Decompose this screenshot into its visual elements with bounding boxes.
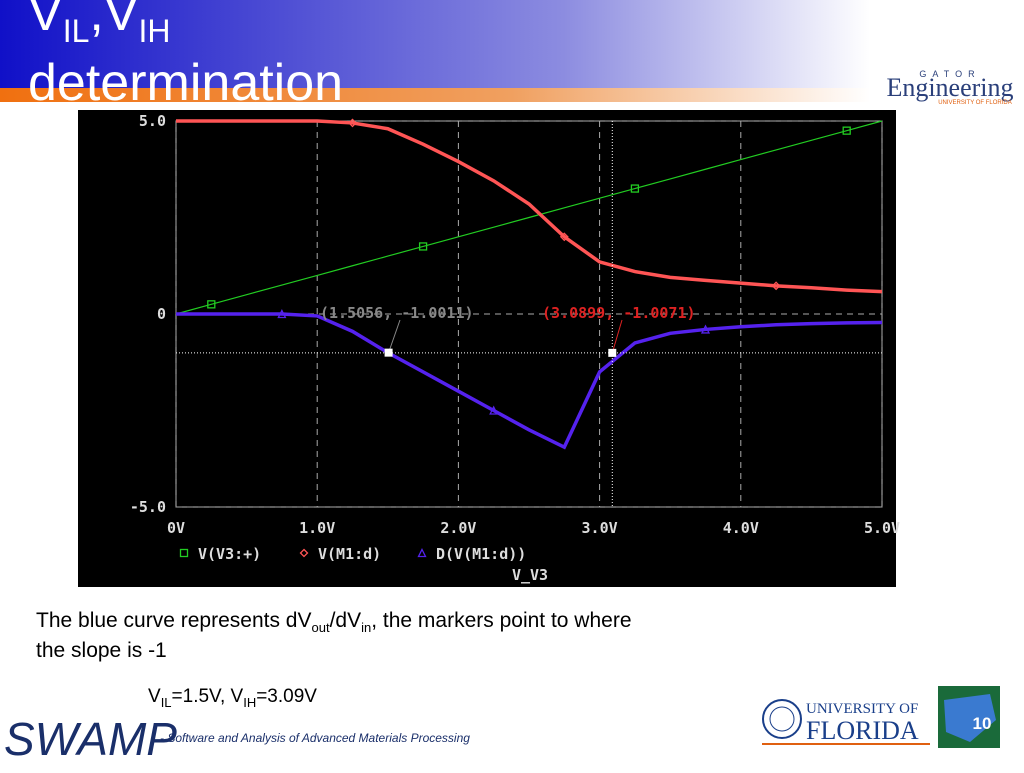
x-tick-label: 4.0V — [723, 519, 759, 537]
annotation-label: (3.0899, -1.0071) — [542, 304, 696, 322]
text-part: /dV — [330, 609, 362, 632]
y-tick-label: 0 — [157, 305, 166, 323]
y-tick-label: -5.0 — [130, 498, 166, 516]
text-part: V — [148, 686, 161, 707]
chart-background — [78, 110, 896, 587]
point-marker — [417, 548, 427, 558]
x-tick-label: 3.0V — [582, 519, 618, 537]
annotation-label: (1.5056, -1.0011) — [320, 304, 474, 322]
series-line — [176, 119, 883, 294]
logo-sub: UNIVERSITY OF FLORIDA — [938, 100, 1012, 106]
legend-label: V(M1:d) — [318, 545, 381, 563]
swamp-subtitle: - Software and Analysis of Advanced Mate… — [160, 731, 470, 745]
point-marker — [559, 232, 569, 242]
legend-label: D(V(M1:d)) — [436, 545, 526, 563]
point-marker — [299, 548, 309, 558]
header-stripe — [0, 88, 1024, 102]
point-marker — [771, 281, 781, 291]
title-part: V — [104, 0, 139, 42]
header-band — [0, 0, 1024, 88]
x-tick-label: 0V — [167, 519, 185, 537]
logo-main: Engineering — [886, 73, 1013, 102]
x-tick-label: 5.0V — [864, 519, 900, 537]
x-axis-label: V_V3 — [512, 566, 548, 584]
series-line — [176, 312, 883, 450]
annotation-point — [384, 348, 393, 357]
page-number: 10 — [973, 714, 992, 733]
result-text: VIL=1.5V, VIH=3.09V — [148, 686, 317, 710]
annotation-pointer — [388, 319, 401, 353]
text-part: , the markers point to where — [371, 609, 631, 632]
point-marker — [842, 126, 851, 135]
x-tick-label: 2.0V — [440, 519, 476, 537]
body-text: the slope is -1 — [36, 639, 167, 662]
slide-title: VIL,VIH — [28, 0, 171, 49]
uf-top: UNIVERSITY OF — [806, 701, 918, 717]
text-sub: out — [311, 620, 329, 635]
body-text: The blue curve represents dVout/dVin, th… — [36, 609, 632, 635]
title-part: V — [28, 0, 63, 42]
text-part: =1.5V, V — [172, 686, 244, 707]
legend-label: V(V3:+) — [198, 545, 261, 563]
point-marker — [179, 548, 189, 558]
point-marker — [418, 242, 428, 251]
text-sub: in — [361, 620, 371, 635]
x-tick-label: 1.0V — [299, 519, 335, 537]
y-tick-label: 5.0 — [139, 112, 166, 130]
title-part: , — [89, 0, 103, 42]
text-part: The blue curve represents dV — [36, 609, 311, 632]
text-sub: IL — [161, 695, 172, 710]
text-part: =3.09V — [256, 686, 317, 707]
annotation-pointer — [611, 319, 623, 354]
text-sub: IH — [243, 695, 256, 710]
badge-art — [944, 694, 996, 742]
uf-seal — [762, 699, 802, 739]
slide-title-line2: determination — [28, 54, 343, 112]
point-marker — [207, 300, 216, 309]
chart: 0V 1.0V 2.0V 3.0V 4.0V 5.0V -5.0 0 5.0 V(V3:+) V(M… — [130, 112, 900, 584]
logo-small: GATOR — [919, 69, 980, 79]
point-marker — [348, 118, 357, 128]
title-sub: IH — [139, 13, 171, 49]
uf-seal-inner — [769, 706, 795, 732]
point-marker — [700, 324, 711, 334]
swamp-logo: SWAMP — [4, 713, 177, 765]
annotation-point — [608, 348, 617, 357]
point-marker — [630, 184, 640, 193]
title-sub: IL — [63, 13, 90, 49]
point-marker — [489, 405, 499, 415]
point-marker — [277, 309, 287, 319]
series-line — [175, 120, 883, 315]
uf-main: FLORIDA — [806, 716, 919, 745]
